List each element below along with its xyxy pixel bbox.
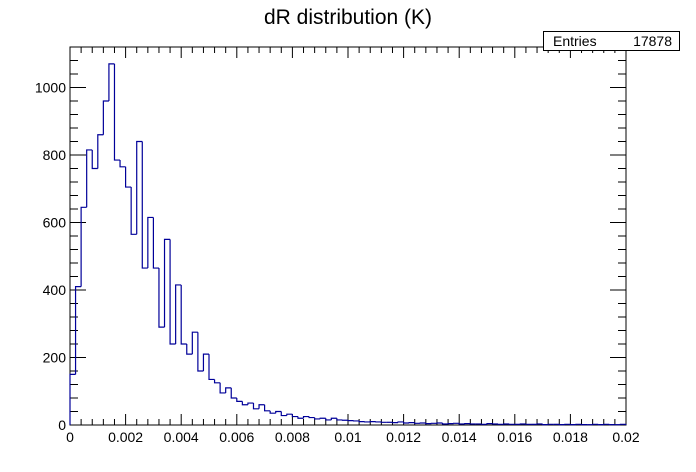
histogram-bin: [264, 404, 271, 412]
histogram-bin: [86, 149, 93, 208]
x-tick-label: 0.016: [497, 429, 532, 445]
y-axis: 0 200 400 600 800 1000: [35, 46, 626, 433]
histogram-bin: [425, 422, 432, 425]
x-tick-label: 0.008: [275, 429, 310, 445]
y-tick-label: 600: [43, 215, 67, 231]
histogram-bin: [403, 421, 410, 424]
histogram-bin: [325, 418, 332, 421]
histogram-bin: [291, 414, 298, 418]
histogram-bin: [191, 331, 198, 355]
histogram-bin: [302, 415, 310, 419]
x-tick-label: 0.02: [612, 429, 639, 445]
histogram-bin: [213, 379, 221, 384]
histogram-bin: [197, 332, 204, 372]
histogram-bin: [136, 140, 143, 235]
histogram-bin: [247, 402, 254, 405]
histogram-bin: [169, 239, 176, 345]
histogram-bin: [358, 420, 365, 423]
histogram-bin: [208, 354, 215, 381]
histogram-bin: [141, 141, 148, 269]
histogram-bin: [330, 417, 337, 420]
y-tick-label: 200: [43, 350, 67, 366]
histogram-bin: [280, 411, 287, 417]
histogram-bin: [542, 423, 549, 426]
stats-entries-value: 17878: [633, 33, 672, 49]
histogram-bin: [219, 382, 226, 394]
histogram-bin: [97, 134, 104, 169]
histogram-bin: [319, 417, 326, 419]
histogram-bin: [258, 404, 265, 409]
histogram-bin: [236, 398, 243, 402]
x-tick-label: 0: [66, 429, 74, 445]
histogram-bin: [297, 416, 304, 419]
histogram-bin: [119, 160, 126, 168]
histogram-bin: [175, 284, 182, 344]
histogram-bin: [163, 238, 171, 328]
histogram-bin: [158, 268, 165, 328]
histogram-bin: [80, 206, 87, 287]
histogram-bin: [308, 416, 315, 419]
histogram-bins: [69, 63, 627, 426]
x-tick-label: 0.004: [164, 429, 199, 445]
x-tick-label: 0.01: [334, 429, 361, 445]
histogram-bin: [252, 403, 260, 410]
stats-box: Entries 17878: [543, 31, 680, 51]
histogram-bin: [147, 216, 154, 269]
histogram-bin: [186, 344, 193, 355]
histogram-bin: [336, 418, 343, 421]
histogram-bin: [314, 417, 321, 420]
histogram-bin: [108, 63, 115, 101]
histogram-bin: [125, 166, 132, 188]
histogram-bin: [74, 286, 82, 375]
x-tick-label: 0.012: [386, 429, 421, 445]
histogram-bin: [397, 421, 404, 423]
histogram-bin: [286, 413, 293, 416]
histogram-bin: [152, 217, 159, 269]
histogram-bin: [275, 410, 282, 414]
histogram-bin: [230, 387, 237, 399]
chart-title: dR distribution (K): [263, 6, 433, 29]
histogram-bin: [202, 353, 209, 371]
histogram-bin: [91, 149, 98, 170]
x-tick-label: 0.006: [219, 429, 254, 445]
histogram-bin: [69, 373, 76, 425]
stats-entries-label: Entries: [553, 33, 597, 49]
histogram-bin: [241, 401, 248, 406]
histogram-bin: [225, 387, 232, 393]
y-tick-label: 1000: [35, 80, 66, 96]
histogram-bin: [441, 422, 449, 425]
y-tick-label: 400: [43, 282, 67, 298]
x-tick-label: 0.002: [108, 429, 143, 445]
histogram-bin: [269, 410, 276, 414]
x-axis: 0 0.002 0.004 0.006 0.008 0.01 0.012 0.014 0.016…: [66, 47, 640, 445]
histogram-bin: [486, 423, 493, 425]
y-tick-label: 800: [43, 147, 67, 163]
y-tick-label: 0: [58, 417, 66, 433]
histogram-bin: [458, 423, 465, 425]
x-tick-label: 0.018: [553, 429, 588, 445]
histogram-bin: [130, 187, 137, 235]
histogram-bin: [102, 100, 109, 135]
histogram-bin: [113, 63, 121, 161]
histogram-bin: [180, 284, 187, 345]
x-tick-label: 0.014: [442, 429, 477, 445]
histogram-bin: [414, 422, 421, 424]
